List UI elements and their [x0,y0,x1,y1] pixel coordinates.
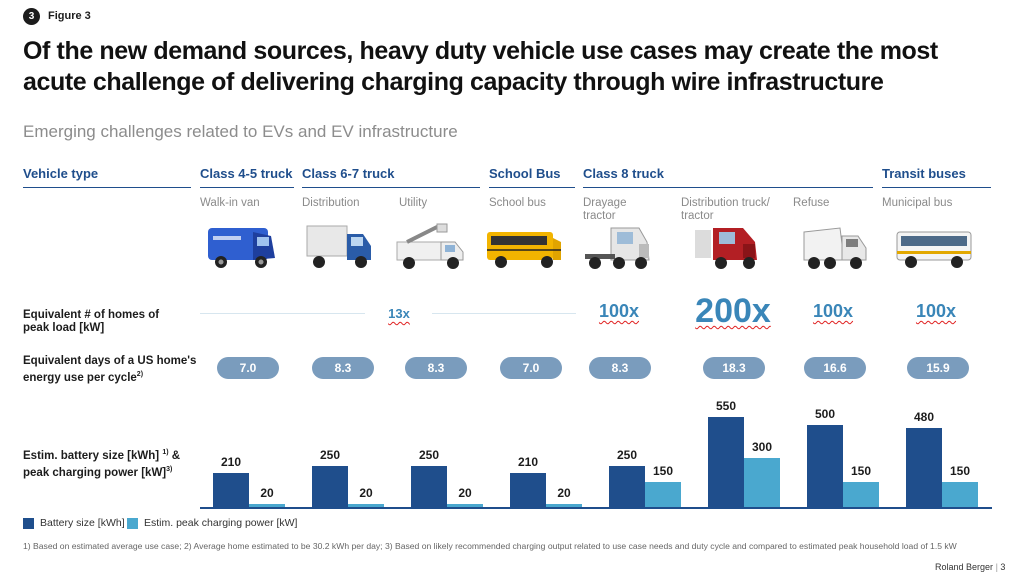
battery-value-label: 210 [220,454,242,469]
charging-bar [348,503,384,507]
footnote-ref-2: 2) [136,371,144,378]
use-case-walk-in-van: Walk-in van [200,197,260,209]
page-subtitle: Emerging challenges related to EVs and E… [23,122,458,141]
days-pill-refuse: 16.6 [804,357,866,379]
battery-bar [609,466,645,507]
legend-swatch-charging [127,518,138,529]
use-case-distribution: Distribution [302,197,360,209]
charging-value-label: 150 [652,464,674,479]
row-label-days-line2: energy use per cycle [23,371,137,384]
use-case-school-bus: School bus [489,197,546,209]
distribution-tractor-icon [695,228,757,269]
figure-number-badge: 3 [23,8,40,25]
charging-value-label: 150 [949,464,971,479]
drayage-tractor-icon [585,227,650,269]
battery-value-label: 250 [319,448,341,463]
homes-value-refuse: 100x [812,301,854,321]
page-number: 3 [1000,562,1006,572]
brand-name: Roland Berger [935,562,994,572]
row-label-battery-amp: & [171,449,181,462]
row-label-days: Equivalent days of a US home's energy us… [23,355,198,385]
battery-bar [708,417,744,507]
charging-value-label: 20 [557,485,571,500]
use-case-drayage-tractor: Drayage tractor [583,197,627,222]
walk-in-van-icon [208,228,275,268]
municipal-bus-icon [896,231,972,268]
brand-footer: Roland Berger | 3 [935,562,1006,572]
battery-bar [807,425,843,507]
charging-value-label: 20 [458,485,472,500]
charging-value-label: 20 [359,485,373,500]
footnote-ref-3: 3) [166,465,173,473]
row-label-battery: Estim. battery size [kWh] 1) & peak char… [23,446,203,480]
box-truck-icon [306,225,371,268]
days-pill-utility: 8.3 [405,357,467,379]
row-label-homes: Equivalent # of homes of peak load [kW] [23,309,160,334]
days-pill-school-bus: 7.0 [500,357,562,379]
charging-bar [249,503,285,507]
homes-value-light-duty: 13x [388,306,410,321]
utility-truck-icon [396,223,464,269]
charging-bar [843,482,879,507]
row-label-battery-line1: Estim. battery size [kWh] [23,449,160,462]
homes-span-line-right [432,313,576,314]
charging-bar [645,482,681,507]
column-header-class8: Class 8 truck [583,166,873,188]
days-pill-walk-in-van: 7.0 [217,357,279,379]
battery-bar [906,428,942,507]
use-case-refuse: Refuse [793,197,830,209]
school-bus-icon [487,232,561,268]
battery-bar [510,472,546,507]
charging-bar [546,503,582,507]
battery-value-label: 250 [418,448,440,463]
charging-bar [447,503,483,507]
homes-value-distribution: 200x [695,292,771,330]
legend-label-charging: Estim. peak charging power [kW] [144,517,298,529]
days-pill-distribution-truck: 18.3 [703,357,765,379]
column-header-school-bus: School Bus [489,166,575,188]
column-header-class67: Class 6-7 truck [302,166,480,188]
chart-baseline [200,507,992,509]
column-header-class45: Class 4-5 truck [200,166,294,188]
figure-label: Figure 3 [48,10,91,22]
row-label-days-line1: Equivalent days of a US home's [23,355,197,367]
column-header-transit-buses: Transit buses [882,166,991,188]
battery-value-label: 550 [715,399,737,413]
homes-value-municipal: 100x [915,301,957,321]
footnotes: 1) Based on estimated average use case; … [23,541,957,551]
days-pill-drayage: 8.3 [589,357,651,379]
charging-value-label: 300 [751,439,773,454]
battery-bar [213,472,249,507]
homes-span-line-left [200,313,365,314]
row-label-battery-line2: peak charging power [kW] [23,466,167,479]
charging-value-label: 20 [260,485,274,500]
refuse-truck-icon [803,227,867,269]
battery-bar [411,466,447,507]
use-case-municipal-bus: Municipal bus [882,197,953,209]
battery-value-label: 250 [616,448,638,463]
legend-label-battery: Battery size [kWh] [40,517,125,529]
column-header-vehicle-type: Vehicle type [23,166,191,188]
battery-value-label: 210 [517,454,539,469]
battery-bar [312,466,348,507]
charging-bar [744,457,780,507]
legend-swatch-battery [23,518,34,529]
footnote-ref-1: 1) [162,449,169,456]
battery-value-label: 480 [913,410,935,425]
battery-value-label: 500 [814,407,836,422]
homes-value-drayage: 100x [598,301,640,321]
charging-bar [942,482,978,507]
page-title: Of the new demand sources, heavy duty ve… [23,37,938,96]
days-pill-municipal: 15.9 [907,357,969,379]
charging-value-label: 150 [850,464,872,479]
days-pill-distribution: 8.3 [312,357,374,379]
use-case-distribution-truck-tractor: Distribution truck/ tractor [681,197,770,222]
use-case-utility: Utility [399,197,428,209]
